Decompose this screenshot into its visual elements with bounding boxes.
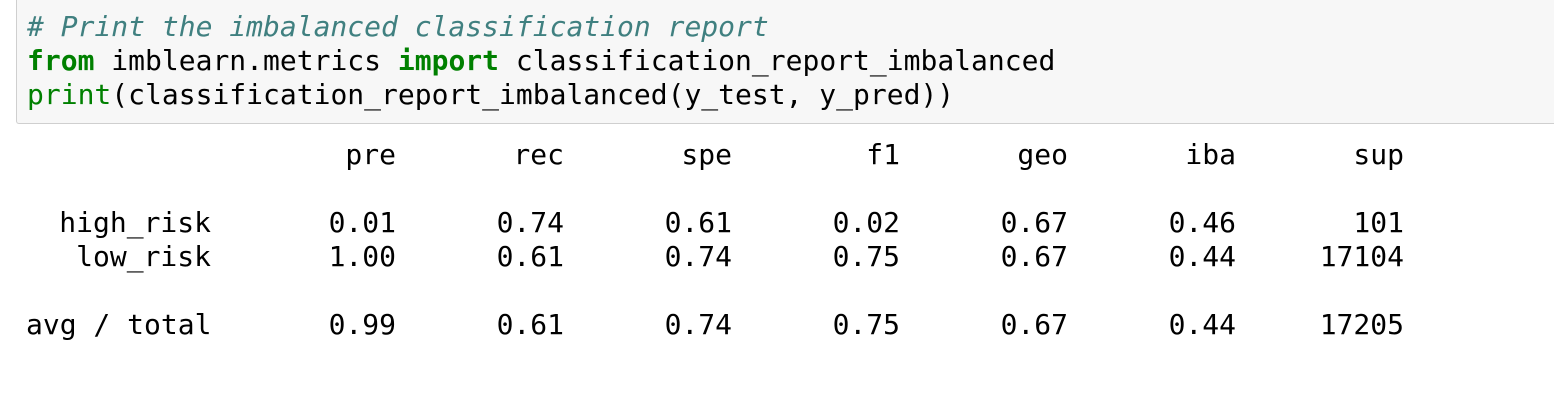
header-pre: pre bbox=[345, 138, 396, 171]
cell-value: 0.61 bbox=[664, 206, 732, 239]
cell-value: 0.61 bbox=[496, 240, 564, 273]
header-geo: geo bbox=[1017, 138, 1068, 171]
blank-line bbox=[26, 274, 127, 308]
cell-value: 0.67 bbox=[1000, 240, 1068, 273]
code-line-import: from imblearn.metrics import classificat… bbox=[27, 44, 1055, 78]
builtin-print: print bbox=[27, 78, 112, 111]
row-label: high_risk bbox=[59, 206, 211, 239]
cell-value: 0.74 bbox=[664, 308, 732, 341]
header-f1: f1 bbox=[866, 138, 900, 171]
cell-value: 0.99 bbox=[328, 308, 396, 341]
code-line-comment: # Print the imbalanced classification re… bbox=[27, 10, 769, 44]
cell-value: 0.46 bbox=[1168, 206, 1236, 239]
cell-value: 0.75 bbox=[832, 308, 900, 341]
cell-value: 101 bbox=[1353, 206, 1404, 239]
header-rec: rec bbox=[513, 138, 564, 171]
print-arguments: (classification_report_imbalanced(y_test… bbox=[111, 78, 955, 111]
report-row-avg-total: avg / total 0.99 0.61 0.74 0.75 0.67 0.4… bbox=[26, 308, 1404, 342]
cell-value: 0.67 bbox=[1000, 206, 1068, 239]
report-row-high-risk: high_risk 0.01 0.74 0.61 0.02 0.67 0.46 … bbox=[26, 206, 1404, 240]
cell-value: 0.44 bbox=[1168, 308, 1236, 341]
report-header-row: pre rec spe f1 geo iba sup bbox=[26, 138, 1404, 172]
cell-value: 0.74 bbox=[664, 240, 732, 273]
header-iba: iba bbox=[1185, 138, 1236, 171]
row-label: low_risk bbox=[76, 240, 211, 273]
keyword-from: from bbox=[27, 44, 95, 77]
cell-value: 17104 bbox=[1319, 240, 1404, 273]
row-label: avg / total bbox=[26, 308, 212, 341]
cell-value: 0.75 bbox=[832, 240, 900, 273]
blank-line bbox=[26, 172, 127, 206]
cell-value: 0.61 bbox=[496, 308, 564, 341]
code-comment: # Print the imbalanced classification re… bbox=[27, 10, 769, 43]
report-row-low-risk: low_risk 1.00 0.61 0.74 0.75 0.67 0.44 1… bbox=[26, 240, 1404, 274]
cell-value: 0.74 bbox=[496, 206, 564, 239]
code-cell[interactable]: # Print the imbalanced classification re… bbox=[16, 0, 1554, 124]
cell-value: 0.44 bbox=[1168, 240, 1236, 273]
cell-value: 0.67 bbox=[1000, 308, 1068, 341]
cell-output: pre rec spe f1 geo iba sup high_risk 0.0… bbox=[26, 138, 1404, 342]
cell-value: 17205 bbox=[1319, 308, 1404, 341]
header-sup: sup bbox=[1353, 138, 1404, 171]
cell-value: 0.02 bbox=[832, 206, 900, 239]
imported-function: classification_report_imbalanced bbox=[499, 44, 1056, 77]
keyword-import: import bbox=[397, 44, 500, 77]
module-name: imblearn.metrics bbox=[94, 44, 398, 77]
code-line-print: print(classification_report_imbalanced(y… bbox=[27, 78, 954, 112]
cell-value: 0.01 bbox=[328, 206, 396, 239]
cell-value: 1.00 bbox=[328, 240, 396, 273]
header-spe: spe bbox=[681, 138, 732, 171]
